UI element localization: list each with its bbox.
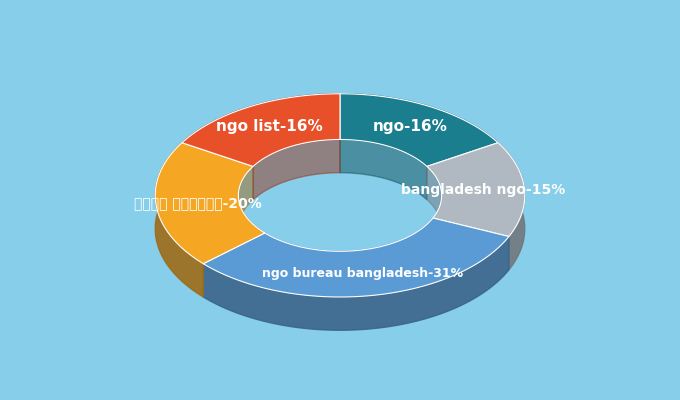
Polygon shape	[340, 94, 498, 166]
Polygon shape	[265, 218, 433, 284]
Polygon shape	[427, 166, 441, 251]
Polygon shape	[498, 143, 525, 270]
Text: ngo list-16%: ngo list-16%	[216, 119, 323, 134]
Polygon shape	[340, 140, 427, 200]
Text: ngo-16%: ngo-16%	[373, 119, 447, 134]
Polygon shape	[239, 166, 265, 266]
Text: ngo bureau bangladesh-31%: ngo bureau bangladesh-31%	[262, 267, 463, 280]
Polygon shape	[155, 143, 203, 297]
Polygon shape	[182, 94, 340, 176]
Text: বুরো প্রধান-20%: বুরো প্রধান-20%	[133, 196, 261, 210]
Polygon shape	[203, 218, 509, 297]
Text: bangladesh ngo-15%: bangladesh ngo-15%	[401, 183, 565, 197]
Polygon shape	[203, 236, 509, 330]
Polygon shape	[182, 94, 340, 166]
Polygon shape	[253, 140, 340, 200]
Polygon shape	[340, 94, 498, 176]
Polygon shape	[427, 143, 525, 236]
Polygon shape	[155, 143, 265, 264]
